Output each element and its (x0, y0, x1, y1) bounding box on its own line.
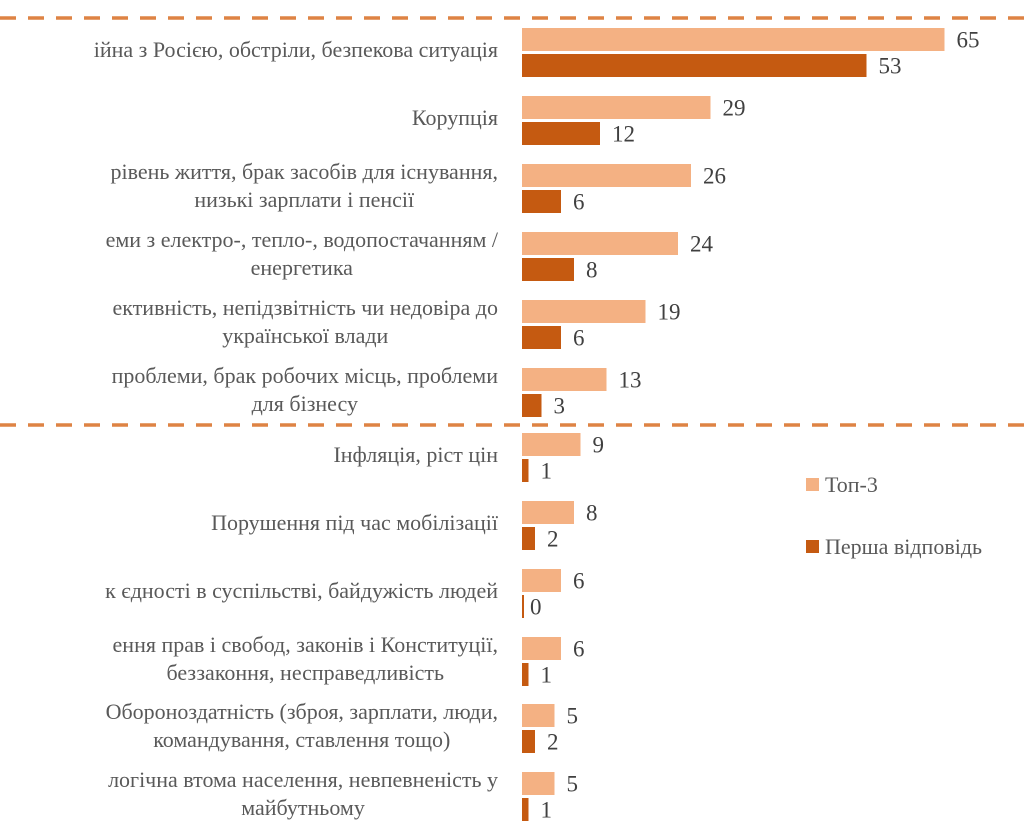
legend-swatch (806, 478, 819, 491)
data-label-first-answer: 12 (612, 122, 635, 147)
data-label-top3: 9 (593, 433, 605, 458)
bar-first-answer (522, 54, 867, 77)
data-label-first-answer: 1 (541, 663, 553, 688)
legend-item: Топ-3 (806, 472, 878, 498)
legend-label: Топ-3 (825, 472, 878, 497)
bar-top3 (522, 569, 561, 592)
bar-top3 (522, 232, 678, 255)
category-label-line: ійна з Росією, обстріли, безпекова ситуа… (93, 37, 498, 62)
bar-top3 (522, 637, 561, 660)
bar-top3 (522, 164, 691, 187)
bar-first-answer (522, 459, 529, 482)
category-label-line: Обороноздатність (зброя, зарплати, люди, (105, 699, 498, 724)
bar-first-answer (522, 730, 535, 753)
category-label-line: беззаконня, несправедливість (166, 660, 445, 685)
category-label: Інфляція, ріст цін (333, 441, 498, 469)
data-label-top3: 19 (658, 300, 681, 325)
category-label-line: Інфляція, ріст цін (333, 442, 498, 467)
data-label-top3: 26 (703, 164, 726, 189)
data-label-first-answer: 1 (541, 459, 553, 484)
bar-first-answer (522, 122, 600, 145)
category-label: ективність, непідзвітність чи недовіра д… (113, 294, 498, 350)
category-label: Порушення під час мобілізації (211, 509, 498, 537)
category-label-line: рівень життя, брак засобів для існування… (110, 159, 498, 184)
data-label-top3: 13 (619, 368, 642, 393)
data-label-top3: 29 (723, 96, 746, 121)
bar-top3 (522, 772, 555, 795)
category-label: Корупція (412, 104, 498, 132)
data-label-first-answer: 0 (530, 595, 542, 620)
data-label-first-answer: 3 (554, 394, 566, 419)
data-label-first-answer: 8 (586, 258, 598, 283)
category-label: Обороноздатність (зброя, зарплати, люди,… (106, 698, 498, 754)
category-label: рівень життя, брак засобів для існування… (110, 158, 498, 214)
data-label-top3: 6 (573, 637, 585, 662)
category-label-line: для бізнесу (251, 391, 358, 416)
data-label-top3: 65 (957, 28, 980, 53)
data-label-top3: 5 (567, 772, 579, 797)
bar-first-answer (522, 190, 561, 213)
category-label-line: Корупція (411, 105, 498, 130)
bar-top3 (522, 704, 555, 727)
category-label-line: проблеми, брак робочих місць, проблеми (111, 363, 498, 388)
data-label-top3: 5 (567, 704, 579, 729)
bar-top3 (522, 300, 646, 323)
bar-first-answer (522, 258, 574, 281)
data-label-top3: 24 (690, 232, 714, 257)
category-label-line: ення прав і свобод, законів і Конституці… (112, 632, 498, 657)
bar-first-answer (522, 595, 524, 618)
bar-first-answer (522, 326, 561, 349)
category-label-line: енергетика (250, 255, 353, 280)
bar-top3 (522, 501, 574, 524)
category-label-line: командування, ставлення тощо) (153, 727, 451, 752)
bar-first-answer (522, 527, 535, 550)
data-label-first-answer: 2 (547, 730, 559, 755)
category-label: еми з електро-, тепло-, водопостачанням … (106, 226, 498, 282)
bar-top3 (522, 368, 607, 391)
category-label-line: української влади (222, 323, 389, 348)
bar-first-answer (522, 663, 529, 686)
category-label-line: низькі зарплати і пенсії (194, 187, 415, 212)
legend-label: Перша відповідь (825, 534, 983, 559)
data-label-first-answer: 1 (541, 798, 553, 823)
category-label-line: логічна втома населення, невпевненість у (108, 767, 498, 792)
bar-top3 (522, 96, 711, 119)
category-label-line: ективність, непідзвітність чи недовіра д… (112, 295, 498, 320)
data-label-top3: 8 (586, 501, 598, 526)
data-label-first-answer: 53 (879, 54, 902, 79)
category-label: проблеми, брак робочих місць, проблеми дл… (112, 362, 498, 418)
category-label: ійна з Росією, обстріли, безпекова ситуа… (94, 36, 498, 64)
data-label-top3: 6 (573, 569, 585, 594)
category-label: логічна втома населення, невпевненість у… (108, 766, 498, 822)
legend-item: Перша відповідь (806, 534, 982, 560)
category-label-line: майбутньому (241, 795, 365, 820)
data-label-first-answer: 2 (547, 527, 559, 552)
data-label-first-answer: 6 (573, 326, 585, 351)
category-label-line: еми з електро-, тепло-, водопостачанням … (105, 227, 498, 252)
bar-top3 (522, 433, 581, 456)
category-label: к єдності в суспільстві, байдужість люде… (105, 577, 498, 605)
data-label-first-answer: 6 (573, 190, 585, 215)
legend-swatch (806, 540, 819, 553)
category-label: ення прав і свобод, законів і Конституці… (113, 631, 498, 687)
category-label-line: Порушення під час мобілізації (211, 510, 498, 535)
bar-first-answer (522, 798, 529, 821)
bar-first-answer (522, 394, 542, 417)
bar-top3 (522, 28, 945, 51)
category-label-line: к єдності в суспільстві, байдужість люде… (105, 578, 498, 603)
